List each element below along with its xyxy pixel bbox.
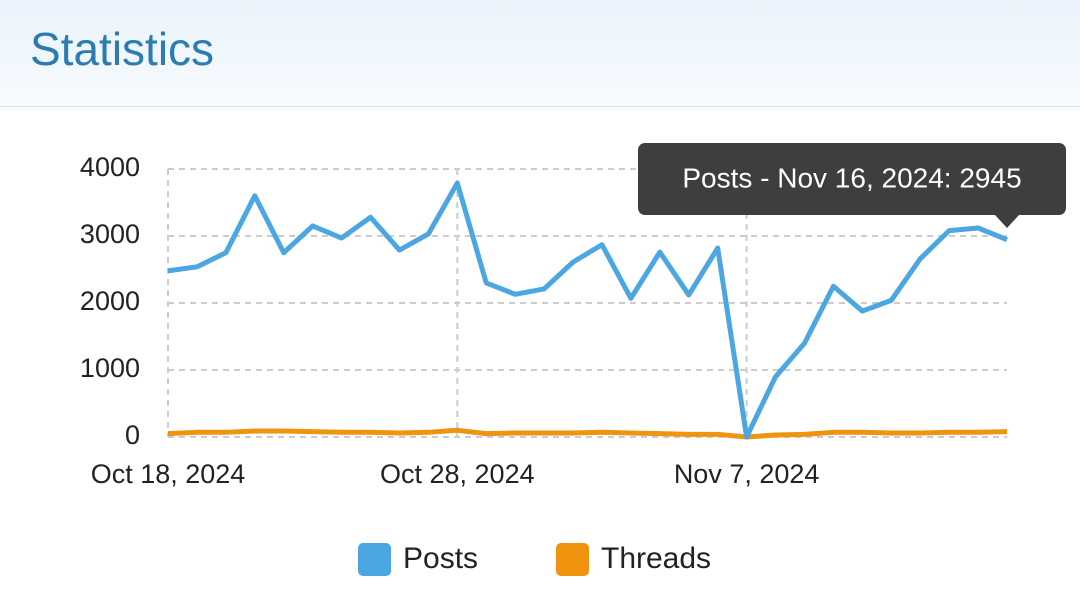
legend-label: Threads — [601, 542, 711, 575]
series-line — [167, 427, 1008, 440]
y-tick-label: 1000 — [80, 353, 140, 383]
header: Statistics — [0, 0, 1080, 107]
y-tick-label: 4000 — [80, 152, 140, 182]
tooltip-box — [638, 143, 1066, 215]
legend-label: Posts — [403, 542, 478, 575]
tooltip: Posts - Nov 16, 2024: 2945 — [638, 143, 1066, 228]
tooltip-pointer — [995, 215, 1019, 228]
tooltip-text: Posts - Nov 16, 2024: 2945 — [682, 162, 1021, 193]
x-tick-label: Nov 7, 2024 — [674, 459, 820, 489]
y-tick-label: 0 — [125, 420, 140, 450]
x-tick-label: Oct 18, 2024 — [91, 459, 246, 489]
x-tick-label: Oct 28, 2024 — [380, 459, 535, 489]
legend-swatch — [358, 543, 391, 576]
y-tick-label: 3000 — [80, 219, 140, 249]
header-title: Statistics — [30, 23, 215, 75]
legend-swatch — [556, 543, 589, 576]
series-line — [167, 180, 1008, 440]
y-tick-label: 2000 — [80, 286, 140, 316]
